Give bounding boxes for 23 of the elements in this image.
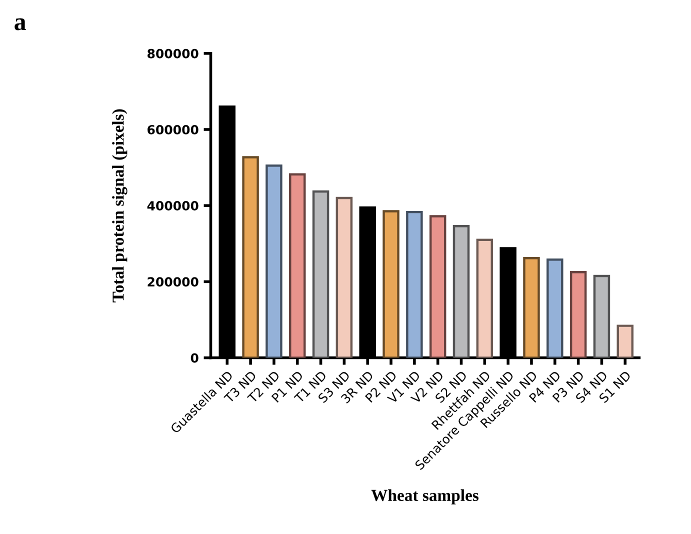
bar xyxy=(523,256,540,358)
bar xyxy=(616,324,634,358)
bar xyxy=(476,238,494,358)
bar xyxy=(289,173,306,358)
y-axis-title: Total protein signal (pixels) xyxy=(112,109,128,302)
chart-title: a xyxy=(14,18,26,30)
y-tick-label: 0 xyxy=(190,353,198,363)
bar xyxy=(242,156,259,358)
bar xyxy=(593,274,610,358)
y-tick-label: 600000 xyxy=(148,124,198,134)
bar xyxy=(336,196,353,358)
bar xyxy=(546,258,564,358)
bar xyxy=(429,215,446,358)
y-tick-label: 200000 xyxy=(148,277,198,287)
y-tick-label: 800000 xyxy=(148,48,198,58)
bar xyxy=(570,271,587,358)
bar xyxy=(452,225,470,358)
bar xyxy=(406,210,423,358)
y-tick-label: 400000 xyxy=(147,201,198,211)
bar xyxy=(266,164,282,358)
x-axis-title: Wheat samples xyxy=(371,489,478,504)
bar xyxy=(312,190,330,358)
bar xyxy=(382,210,400,358)
